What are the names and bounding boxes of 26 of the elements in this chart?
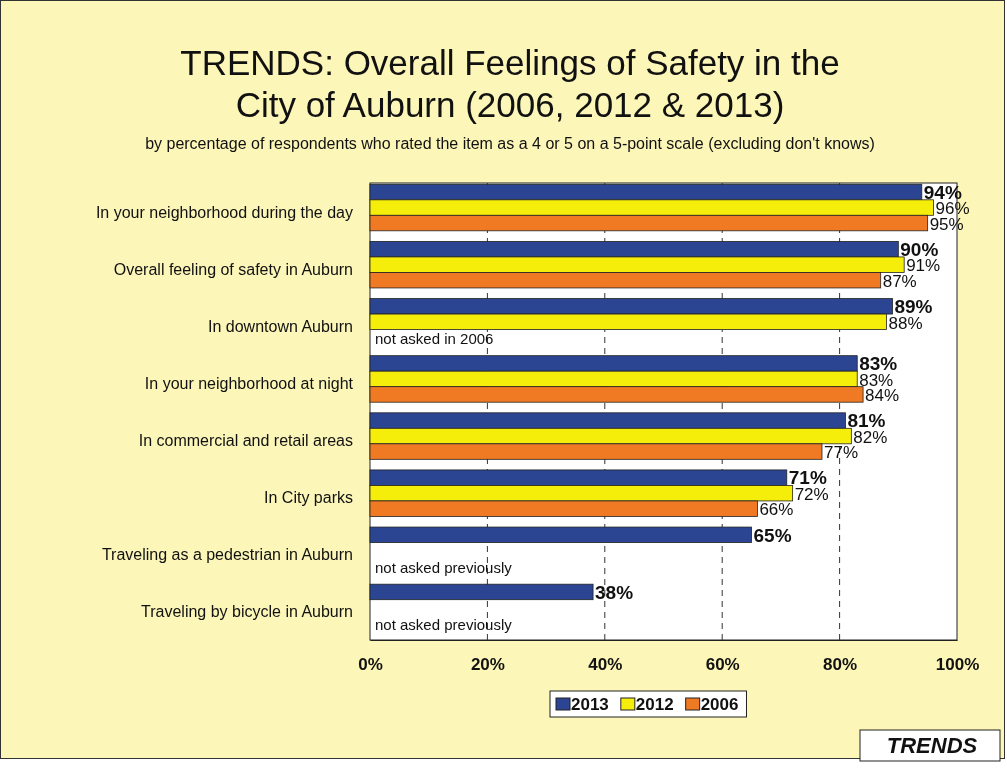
y-tick-label: In City parks xyxy=(264,489,353,507)
text: TRENDS xyxy=(886,733,978,758)
y-tick-label: In your neighborhood at night xyxy=(144,374,354,392)
x-tick-label: 20% xyxy=(470,655,505,675)
data-label: 38% xyxy=(595,581,634,603)
y-tick-label: In your neighborhood during the day xyxy=(95,203,353,221)
x-tick-label: 0% xyxy=(358,655,383,675)
annotation: not asked in 2006 xyxy=(375,330,494,348)
legend-label: 2006 xyxy=(700,695,739,714)
chart-title: TRENDS: Overall Feelings of Safety in the City of Auburn (2006, 2012 & 2013) xyxy=(180,43,840,124)
data-label: 66% xyxy=(759,500,794,520)
y-tick-label: In commercial and retail areas xyxy=(138,432,353,450)
legend-label: 2013 xyxy=(571,695,609,714)
x-tick-label: 100% xyxy=(935,655,980,675)
x-tick-label: 60% xyxy=(705,655,740,675)
data-label: 65% xyxy=(753,524,792,546)
annotation: not asked previously xyxy=(375,558,513,576)
y-tick-label: In downtown Auburn xyxy=(208,317,353,335)
y-tick-label: Traveling as a pedestrian in Auburn xyxy=(101,546,353,564)
chart-subtitle: by percentage of respondents who rated the item as a 4 or 5 on a 5-point scale (excluding don't knows) xyxy=(145,135,875,152)
y-tick-label: Overall feeling of safety in Auburn xyxy=(113,260,353,278)
legend-label: 2012 xyxy=(635,695,674,714)
y-tick-label: Traveling by bicycle in Auburn xyxy=(141,603,353,621)
x-tick-label: 80% xyxy=(823,655,858,675)
annotation: not asked previously xyxy=(375,615,513,633)
x-tick-label: 40% xyxy=(588,655,623,675)
